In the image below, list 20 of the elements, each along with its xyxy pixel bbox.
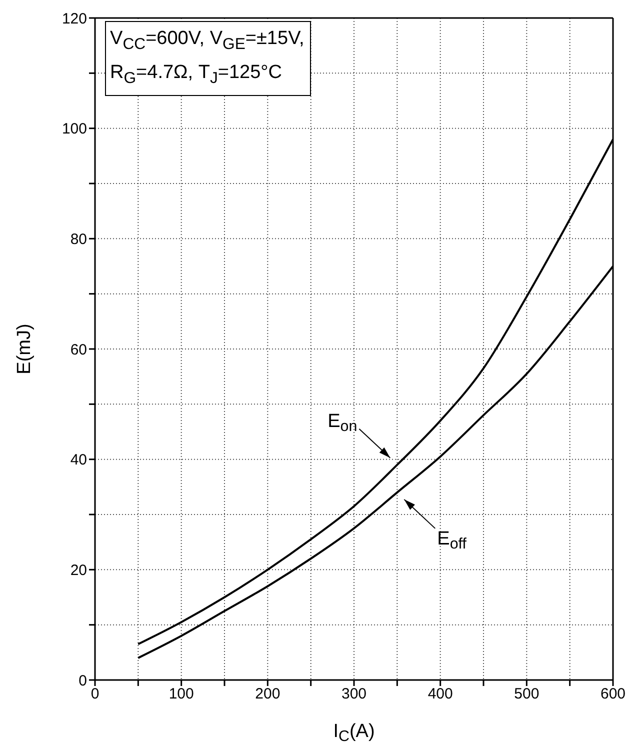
annotation: V$_{CC}$=600V, V$_{GE}$=±15V, — [110, 27, 304, 55]
x-tick-label: 600 — [600, 686, 626, 703]
y-tick-label: 40 — [70, 452, 87, 469]
y-tick-label: 80 — [70, 230, 87, 248]
x-tick-label: 0 — [90, 686, 100, 703]
annotation: R$_{G}$=4.7Ω, T$_{J}$=125°C — [110, 60, 283, 89]
x-axis-title: I$_{C}$(A) — [333, 721, 375, 745]
x-tick-label: 500 — [514, 686, 540, 703]
text: E$_{on}$ — [328, 410, 358, 435]
legend-label: E$_{off}$ — [437, 528, 468, 552]
y-tick-label: 100 — [62, 120, 87, 138]
x-tick-label: 200 — [255, 686, 280, 703]
y-axis-title: E(mJ) — [14, 324, 35, 374]
y-tick-label: 120 — [62, 10, 87, 28]
x-tick-label: 300 — [341, 686, 367, 703]
x-tick-label: 100 — [168, 686, 194, 703]
y-tick-label: 0 — [78, 672, 87, 690]
y-tick-label: 20 — [70, 562, 87, 579]
x-tick-label: 400 — [428, 686, 453, 703]
y-tick-label: 60 — [70, 341, 87, 358]
